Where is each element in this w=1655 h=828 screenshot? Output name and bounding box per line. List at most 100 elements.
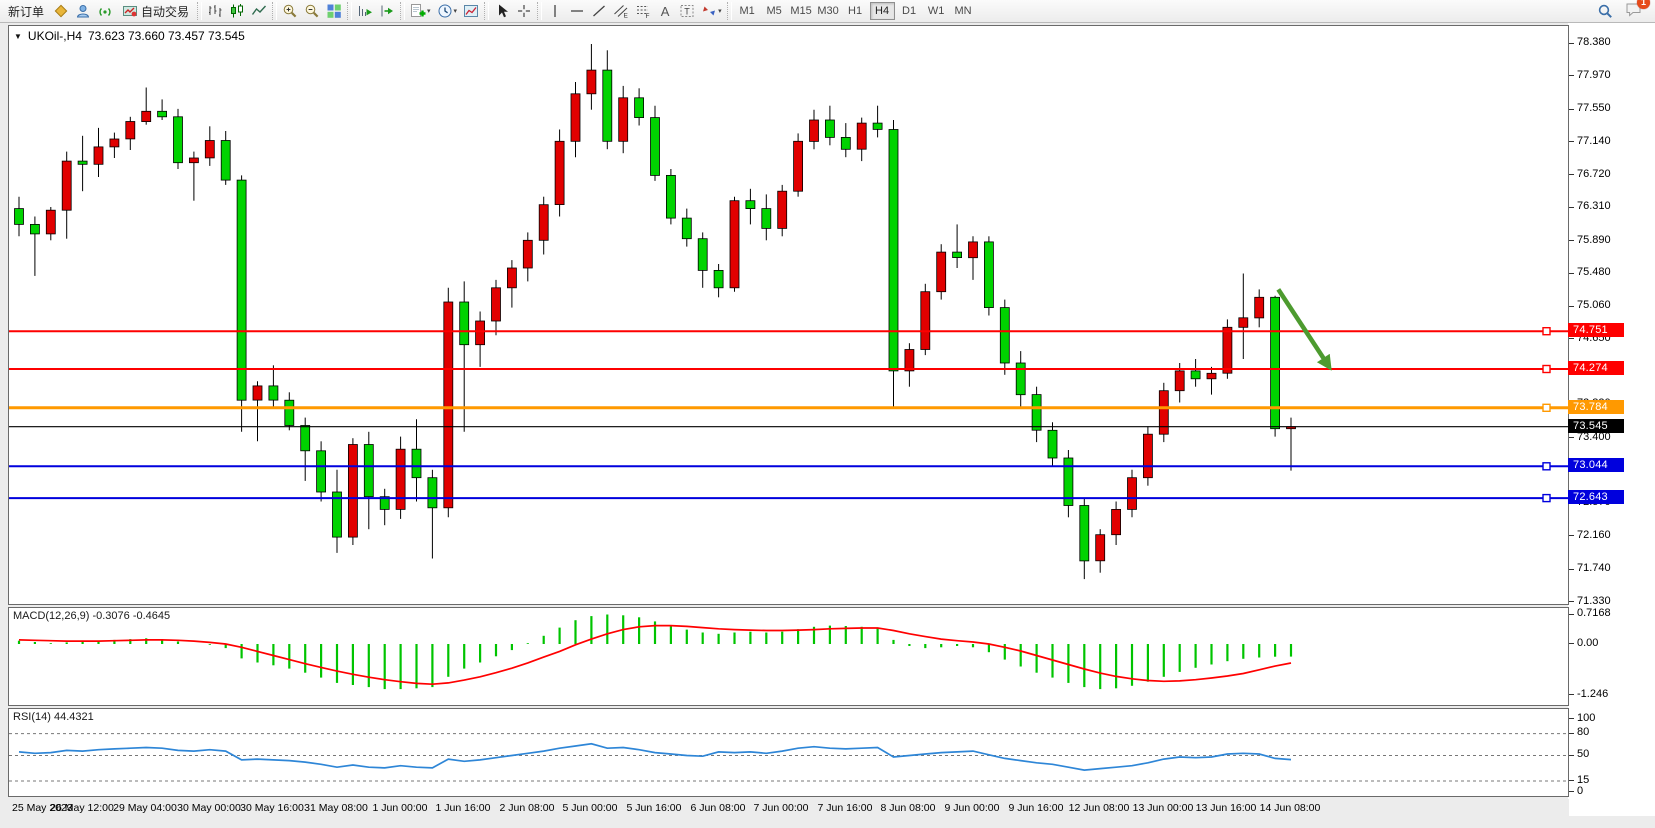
rsi-tick-label: 0	[1577, 785, 1584, 797]
autoscroll-icon[interactable]	[354, 1, 376, 21]
autotrading-label: 自动交易	[141, 4, 190, 19]
timeframe-mn[interactable]: MN	[954, 5, 972, 17]
chart-shift-icon[interactable]	[376, 1, 398, 21]
timeframe-h1[interactable]: H1	[848, 5, 863, 17]
time-tick-label: 5 Jun 16:00	[626, 802, 682, 814]
fibo-letter: F	[646, 13, 650, 19]
timeframe-h4[interactable]: H4	[869, 2, 895, 20]
time-tick-label: 14 Jun 08:00	[1259, 802, 1321, 814]
label-tool-glyph: T	[684, 7, 690, 17]
chevron-down-icon: ▾	[453, 8, 458, 15]
timeframe-m1[interactable]: M1	[739, 5, 755, 17]
timeframe-m5[interactable]: M5	[766, 5, 782, 17]
crosshair-tool[interactable]	[513, 1, 535, 21]
price-line-badge: 72.643	[1568, 490, 1624, 504]
axis-tick	[1569, 43, 1574, 44]
axis-tick	[1569, 643, 1574, 644]
price-tick-label: 75.060	[1577, 299, 1611, 311]
indicators-icon	[411, 4, 426, 17]
price-tick-label: 77.970	[1577, 69, 1611, 81]
time-tick-label: 29 May 04:00	[113, 802, 177, 814]
toolbar: 新订单 自动交易 ▾ ▾	[0, 0, 1655, 23]
vertical-line-tool[interactable]	[544, 1, 566, 21]
chevron-down-icon: ▾	[718, 8, 722, 15]
price-tick-label: 75.480	[1577, 266, 1611, 278]
time-tick-label: 9 Jun 16:00	[1008, 802, 1064, 814]
axis-tick	[1569, 733, 1574, 734]
new-order-label: 新订单	[8, 4, 45, 19]
text-tool[interactable]: A	[654, 1, 676, 21]
periods-button[interactable]: ▾	[434, 1, 461, 21]
price-tick-label: 77.140	[1577, 135, 1611, 147]
bar-chart-icon[interactable]	[204, 1, 226, 21]
toolbar-separator	[347, 2, 353, 20]
signal-icon[interactable]	[94, 1, 116, 21]
toolbar-separator	[537, 2, 543, 20]
rsi-tick-label: 15	[1577, 774, 1590, 786]
candlestick-chart-icon[interactable]	[226, 1, 248, 21]
horizontal-line-tool[interactable]	[566, 1, 588, 21]
indicators-button[interactable]: ▾	[407, 1, 434, 21]
gem-icon[interactable]	[50, 1, 72, 21]
axis-tick	[1569, 718, 1574, 719]
fibonacci-tool[interactable]: F	[632, 1, 654, 21]
timeframe-w1[interactable]: W1	[927, 5, 945, 17]
price-line-badge: 74.274	[1568, 361, 1624, 375]
macd-pane[interactable]: MACD(12,26,9) -0.3076 -0.4645	[8, 607, 1569, 706]
macd-tick-label: -1.246	[1577, 688, 1609, 700]
ohlc-values: 73.623 73.660 73.457 73.545	[87, 29, 245, 43]
autotrading-icon	[123, 6, 138, 17]
price-line-badge: 73.044	[1568, 458, 1624, 472]
toolbar-separator	[197, 2, 203, 20]
symbol-dropdown-icon[interactable]: ▼	[14, 31, 22, 41]
toolbar-separator	[484, 2, 490, 20]
main-chart-pane[interactable]: ▼ UKOil-,H4 73.623 73.660 73.457 73.545	[8, 25, 1569, 605]
notification-badge: 1	[1637, 0, 1650, 9]
axis-tick	[1569, 791, 1574, 792]
time-axis[interactable]: 25 May 2023 26 May 12:00 29 May 04:00 30 Ma…	[8, 799, 1569, 816]
zoom-in-icon[interactable]	[279, 1, 301, 21]
price-axis[interactable]: 78.380 77.970 77.550 77.140 76.720 76.310 75.8…	[1568, 25, 1655, 607]
time-tick-label: 8 Jun 08:00	[880, 802, 936, 814]
axis-tick	[1569, 75, 1574, 76]
text-label-tool[interactable]: T	[676, 1, 698, 21]
price-tick-label: 77.550	[1577, 102, 1611, 114]
macd-axis[interactable]: 0.7168 0.00 -1.246	[1568, 607, 1655, 706]
macd-tick-label: 0.00	[1577, 637, 1599, 649]
axis-tick	[1569, 174, 1574, 175]
notifications-button[interactable]: 1	[1625, 0, 1650, 22]
rsi-tick-label: 50	[1577, 748, 1590, 760]
trendline-tool[interactable]	[588, 1, 610, 21]
tile-windows-icon[interactable]	[323, 1, 345, 21]
user-icon[interactable]	[72, 1, 94, 21]
arrows-tool[interactable]: ▾	[698, 1, 725, 21]
timeframe-m15[interactable]: M15	[790, 5, 812, 17]
autotrading-button[interactable]: 自动交易	[116, 1, 195, 21]
axis-tick	[1569, 780, 1574, 781]
line-chart-icon[interactable]	[248, 1, 270, 21]
templates-button[interactable]	[460, 1, 482, 21]
text-tool-glyph: A	[660, 3, 670, 19]
status-bar	[0, 816, 1655, 828]
chevron-down-icon: ▾	[427, 8, 431, 15]
rsi-label: RSI(14) 44.4321	[13, 711, 94, 723]
time-tick-label: 6 Jun 08:00	[690, 802, 746, 814]
zoom-out-icon[interactable]	[301, 1, 323, 21]
channel-tool[interactable]: E	[610, 1, 632, 21]
toolbar-separator	[726, 2, 732, 20]
rsi-pane[interactable]: RSI(14) 44.4321	[8, 708, 1569, 797]
chart-title: ▼ UKOil-,H4 73.623 73.660 73.457 73.545	[14, 29, 245, 43]
new-order-button[interactable]: 新订单	[2, 1, 50, 21]
rsi-axis[interactable]: 100 80 50 15 0	[1568, 708, 1655, 797]
search-icon[interactable]	[1594, 1, 1617, 21]
price-tick-label: 72.160	[1577, 529, 1611, 541]
timeframe-d1[interactable]: D1	[902, 5, 917, 17]
macd-tick-label: 0.7168	[1577, 607, 1611, 619]
axis-tick	[1569, 614, 1574, 615]
timeframe-m30[interactable]: M30	[817, 5, 839, 17]
axis-tick	[1569, 601, 1574, 602]
cursor-tool[interactable]	[491, 1, 513, 21]
price-tick-label: 76.310	[1577, 200, 1611, 212]
chart-workspace: ▼ UKOil-,H4 73.623 73.660 73.457 73.545 …	[0, 23, 1655, 828]
price-line-badge: 73.545	[1568, 419, 1624, 433]
